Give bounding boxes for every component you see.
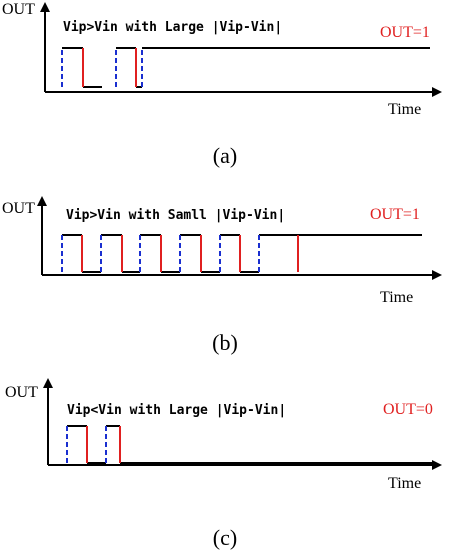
title: Vip<Vin with Large |Vip-Vin| bbox=[67, 403, 286, 418]
x-label: Time bbox=[380, 289, 413, 306]
y-label: OUT bbox=[5, 384, 38, 401]
title: Vip>Vin with Large |Vip-Vin| bbox=[63, 20, 282, 35]
waveform bbox=[62, 234, 422, 273]
panel-b: OUT Vip>Vin with Samll |Vip-Vin| OUT=1 T… bbox=[2, 196, 442, 355]
panel-a: OUT Vip>Vin with Large |Vip-Vin| OUT=1 T… bbox=[2, 1, 442, 168]
y-label: OUT bbox=[2, 200, 35, 217]
caption: (a) bbox=[213, 143, 237, 168]
panel-c: OUT Vip<Vin with Large |Vip-Vin| OUT=0 T… bbox=[5, 378, 442, 550]
waveform bbox=[67, 425, 435, 464]
y-label: OUT bbox=[2, 1, 35, 18]
title: Vip>Vin with Samll |Vip-Vin| bbox=[66, 208, 285, 223]
output: OUT=1 bbox=[380, 24, 430, 41]
output: OUT=0 bbox=[383, 401, 433, 418]
output: OUT=1 bbox=[370, 206, 420, 223]
caption: (b) bbox=[212, 330, 238, 355]
x-label: Time bbox=[388, 101, 421, 118]
waveform bbox=[62, 47, 430, 88]
x-label: Time bbox=[388, 475, 421, 492]
caption: (c) bbox=[213, 525, 237, 550]
